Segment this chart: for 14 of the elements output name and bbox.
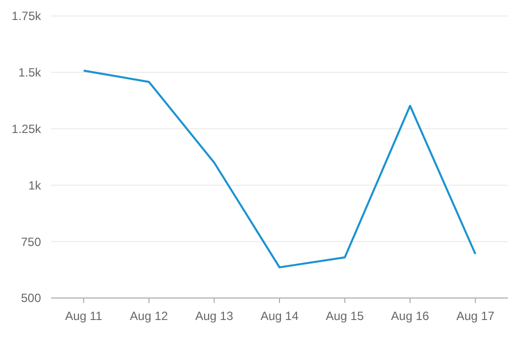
y-tick-label: 500: [20, 291, 42, 306]
x-tick-label: Aug 14: [260, 309, 299, 323]
line-series: [82, 70, 476, 268]
y-tick-label: 1.25k: [12, 122, 42, 136]
y-tick-label: 750: [20, 234, 42, 249]
y-tick-label: 1.5k: [18, 66, 42, 80]
x-tick-label: Aug 16: [391, 309, 430, 323]
x-tick-label: Aug 15: [326, 309, 364, 323]
y-tick-label: 1.75k: [12, 9, 42, 24]
x-tick-label: Aug 17: [456, 309, 495, 323]
x-tick-label: Aug 12: [130, 309, 168, 323]
y-tick-label: 1k: [28, 178, 42, 192]
x-tick-label: Aug 13: [195, 309, 234, 323]
x-tick-label: Aug 11: [65, 309, 103, 323]
